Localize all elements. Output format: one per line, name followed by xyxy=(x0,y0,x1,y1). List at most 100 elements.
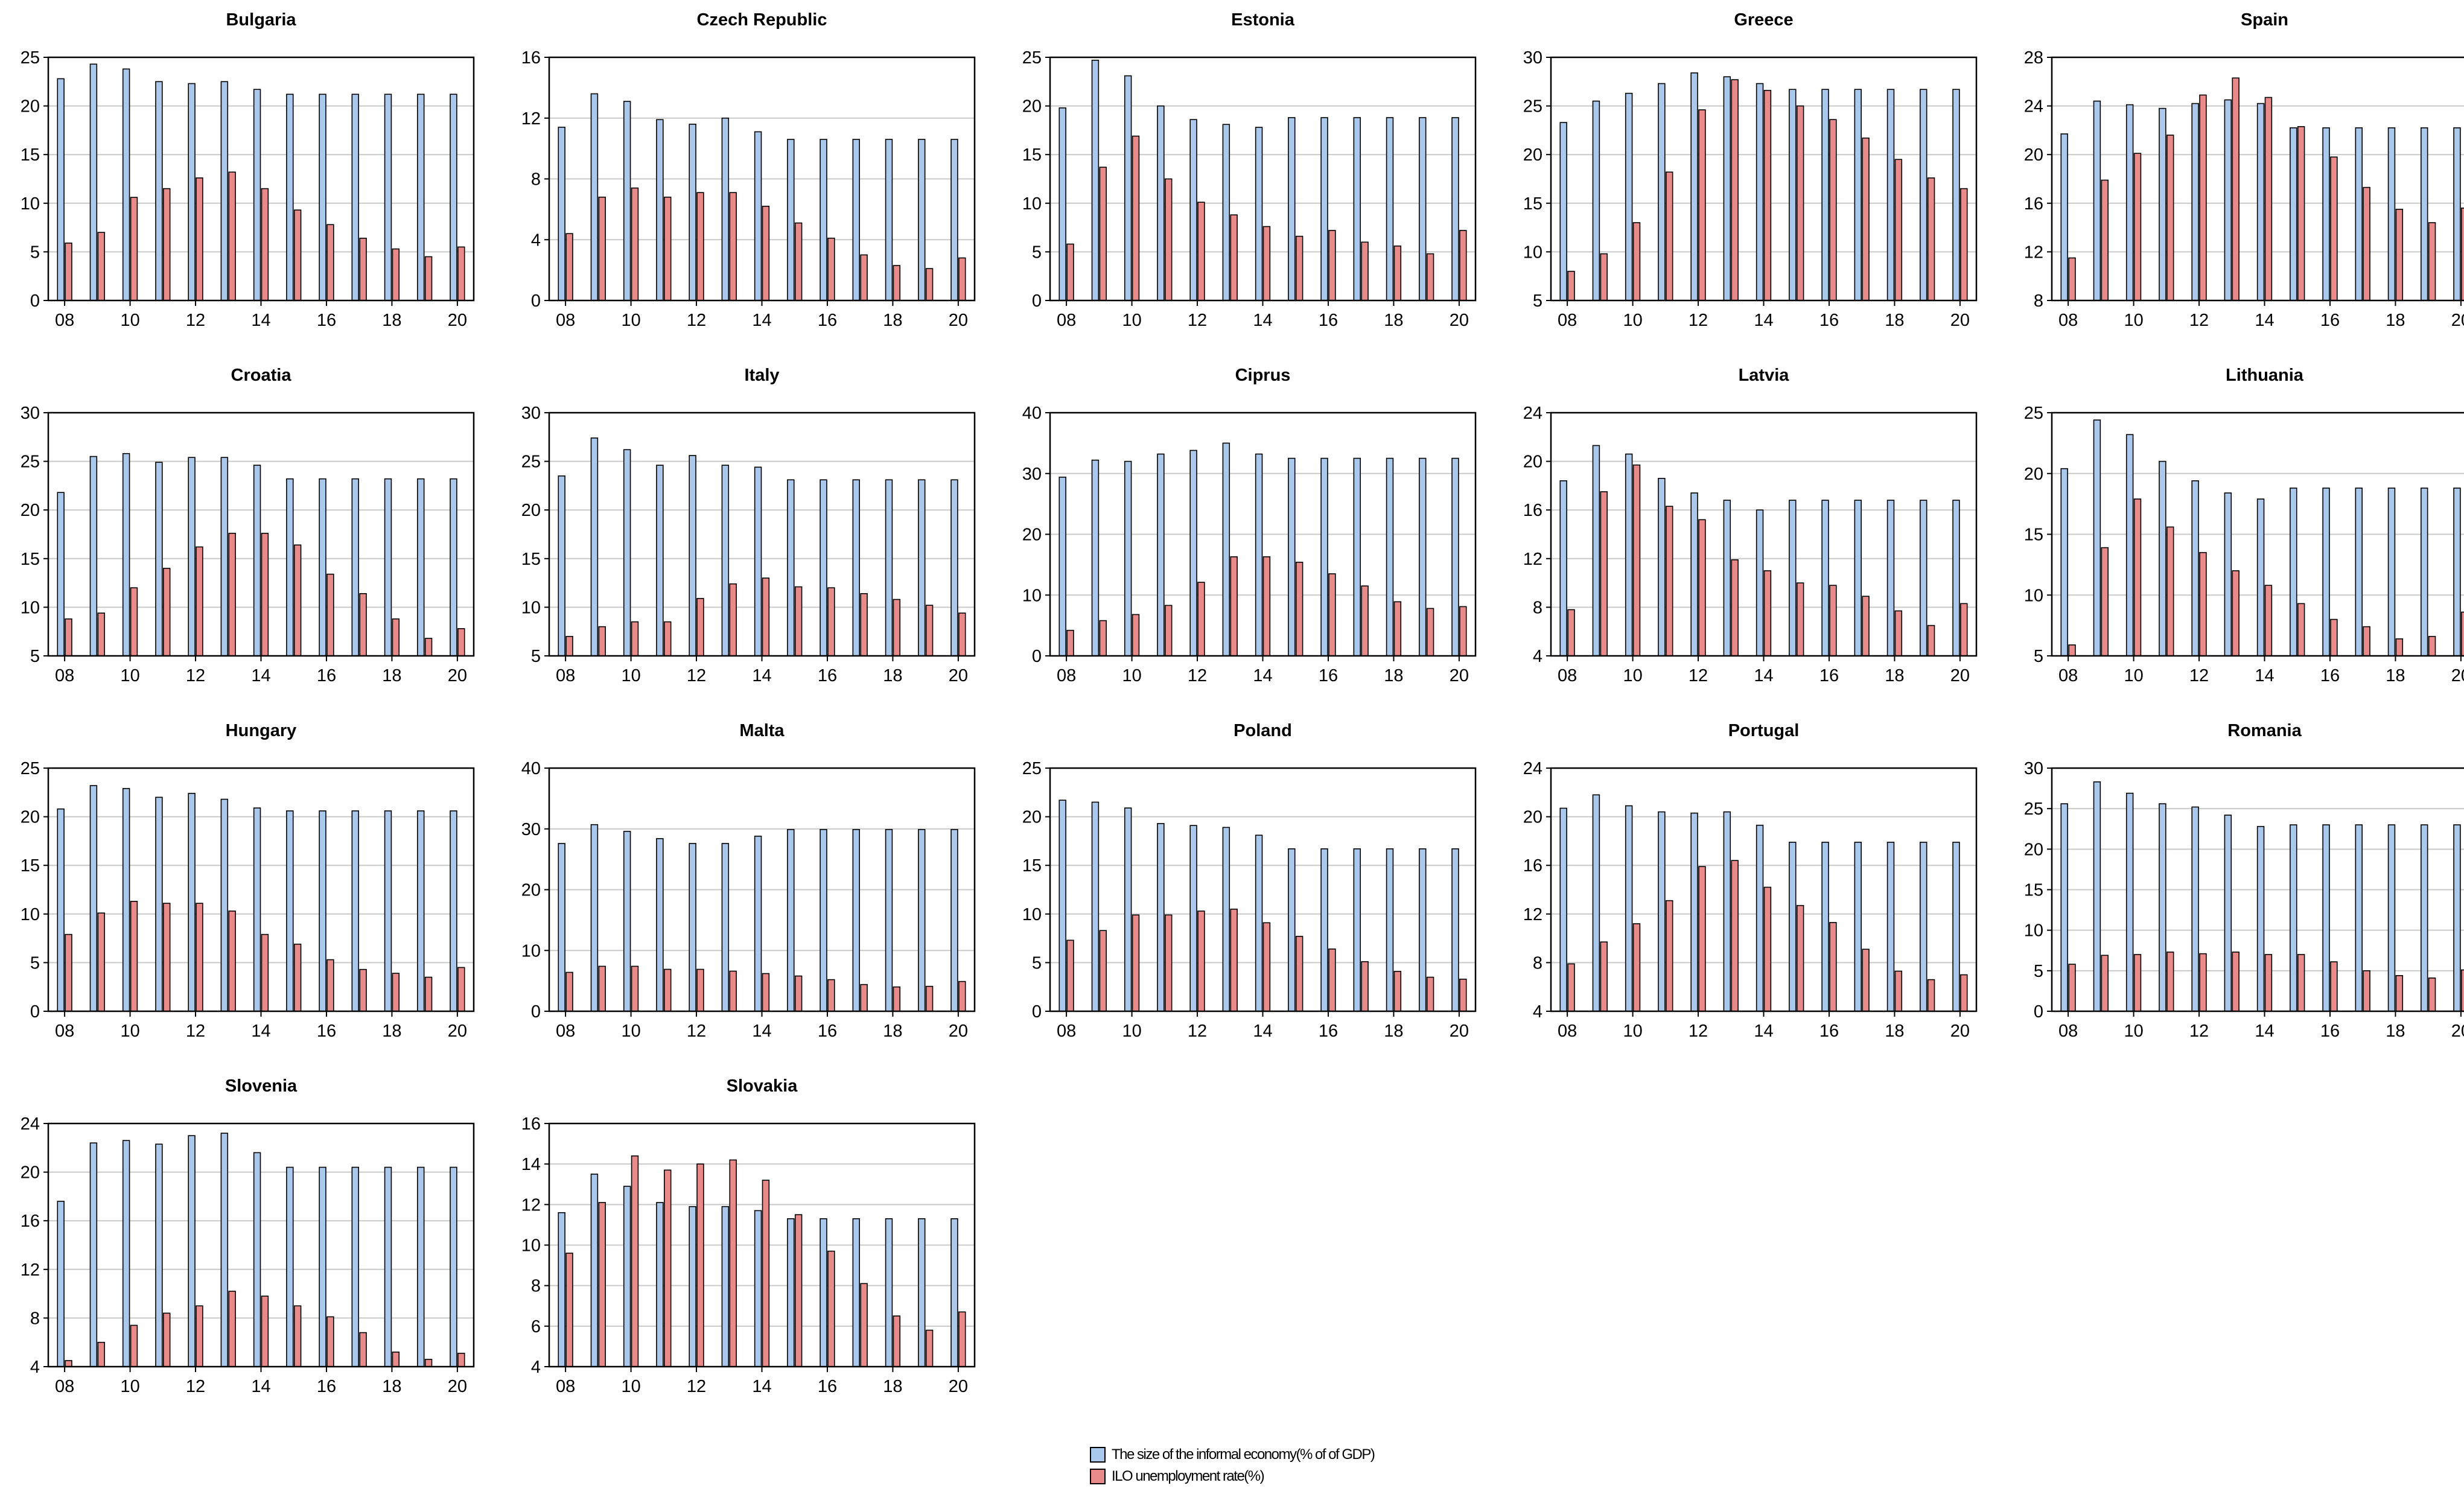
chart-panel-slovakia: Slovakia 4 6 8 10 12 14 16 08 10 12 14 16 18 20 xyxy=(501,1066,993,1422)
bar-informal-19 xyxy=(2421,488,2428,656)
bar-informal-12 xyxy=(1690,492,1698,656)
bar-informal-16 xyxy=(2322,488,2330,656)
x-tick-label: 16 xyxy=(2320,1022,2340,1041)
bar-informal-13 xyxy=(721,465,730,656)
bar-informal-19 xyxy=(2421,824,2428,1012)
x-tick-label: 16 xyxy=(1319,311,1338,330)
x-tick-label: 10 xyxy=(1122,311,1141,330)
bar-informal-11 xyxy=(155,81,163,301)
bar-informal-15 xyxy=(2290,127,2297,301)
x-tick-label: 14 xyxy=(1754,666,1773,685)
bar-unemployment-20 xyxy=(1459,979,1467,1012)
y-tick-label: 20 xyxy=(521,881,541,900)
bar-unemployment-16 xyxy=(827,237,835,301)
bar-informal-09 xyxy=(2093,419,2101,656)
bar-unemployment-09 xyxy=(97,232,105,301)
bar-unemployment-11 xyxy=(664,968,672,1012)
bar-informal-11 xyxy=(1658,83,1666,301)
bar-informal-13 xyxy=(2224,492,2232,656)
y-tick-label: 25 xyxy=(21,453,40,472)
bar-informal-12 xyxy=(2191,480,2199,656)
bar-unemployment-14 xyxy=(2264,97,2273,301)
x-tick-label: 14 xyxy=(251,311,270,330)
y-tick-label: 10 xyxy=(521,1236,541,1256)
bar-unemployment-13 xyxy=(2232,952,2240,1012)
x-tick-label: 18 xyxy=(883,1377,902,1396)
bar-unemployment-13 xyxy=(1230,908,1238,1012)
bar-unemployment-12 xyxy=(2199,94,2207,301)
y-tick-label: 30 xyxy=(1022,465,1042,484)
y-tick-label: 20 xyxy=(21,501,40,520)
bar-informal-12 xyxy=(1189,119,1197,301)
x-tick-label: 10 xyxy=(2124,1022,2143,1041)
bar-informal-10 xyxy=(122,788,130,1012)
bar-informal-20 xyxy=(1952,842,1960,1012)
y-tick-label: 12 xyxy=(1523,550,1542,569)
bar-informal-17 xyxy=(2355,127,2363,301)
bar-unemployment-11 xyxy=(1165,914,1173,1012)
legend-item-informal: The size of the informal economy(% of of… xyxy=(1090,1444,1375,1466)
y-tick-label: 4 xyxy=(1533,1002,1542,1022)
bar-unemployment-10 xyxy=(1132,914,1140,1012)
y-tick-label: 16 xyxy=(2024,194,2043,214)
bar-unemployment-09 xyxy=(97,612,105,656)
bar-informal-09 xyxy=(590,437,599,656)
bar-unemployment-20 xyxy=(1960,188,1968,301)
x-tick-label: 10 xyxy=(120,1022,139,1041)
bar-unemployment-11 xyxy=(1165,605,1173,656)
x-tick-label: 16 xyxy=(1819,311,1839,330)
bar-informal-16 xyxy=(319,94,326,301)
bar-informal-18 xyxy=(384,94,392,301)
bar-unemployment-19 xyxy=(1426,976,1434,1012)
bar-unemployment-14 xyxy=(762,1180,770,1367)
bar-unemployment-13 xyxy=(729,1159,737,1367)
x-tick-label: 20 xyxy=(1450,666,1469,685)
bar-unemployment-11 xyxy=(664,621,672,656)
y-tick-label: 5 xyxy=(30,647,40,666)
x-tick-label: 08 xyxy=(2058,666,2078,685)
bar-informal-14 xyxy=(1756,83,1764,301)
bar-informal-20 xyxy=(950,1218,958,1367)
x-tick-label: 14 xyxy=(2255,311,2274,330)
x-tick-label: 12 xyxy=(186,1377,205,1396)
y-tick-label: 20 xyxy=(1523,145,1542,165)
bar-informal-14 xyxy=(253,89,261,301)
bar-unemployment-13 xyxy=(729,970,737,1012)
x-tick-label: 14 xyxy=(2255,1022,2274,1041)
chart-panel-latvia: Latvia 4 8 12 16 20 24 08 10 12 14 16 18 20 xyxy=(1503,355,1995,711)
bar-unemployment-16 xyxy=(1829,119,1837,301)
y-tick-label: 8 xyxy=(1533,598,1542,617)
bar-unemployment-16 xyxy=(326,573,334,656)
bar-informal-10 xyxy=(1124,807,1132,1012)
bar-unemployment-15 xyxy=(794,586,803,656)
x-tick-label: 08 xyxy=(2058,311,2078,330)
bar-informal-10 xyxy=(1625,453,1633,656)
bar-unemployment-08 xyxy=(1066,629,1074,656)
y-tick-label: 12 xyxy=(2024,243,2043,262)
bar-unemployment-16 xyxy=(326,224,334,301)
bar-informal-17 xyxy=(1854,500,1862,656)
bar-informal-15 xyxy=(1288,457,1296,656)
x-tick-label: 16 xyxy=(2320,311,2340,330)
y-tick-label: 20 xyxy=(521,501,541,520)
bar-unemployment-09 xyxy=(598,626,606,656)
chart-panel-malta: Malta 0 10 20 30 40 08 10 12 14 16 18 20 xyxy=(501,711,993,1066)
x-tick-label: 12 xyxy=(687,1377,706,1396)
bar-informal-19 xyxy=(1419,848,1427,1012)
bar-unemployment-10 xyxy=(2133,954,2142,1012)
bar-unemployment-19 xyxy=(925,605,934,656)
x-tick-label: 12 xyxy=(1689,1022,1708,1041)
bar-informal-09 xyxy=(89,456,98,656)
bar-unemployment-09 xyxy=(1600,491,1608,656)
y-tick-label: 15 xyxy=(21,145,40,165)
y-tick-label: 0 xyxy=(531,291,541,311)
x-tick-label: 10 xyxy=(120,1377,139,1396)
bar-unemployment-13 xyxy=(1230,214,1238,301)
bar-informal-14 xyxy=(1255,453,1263,656)
bar-informal-16 xyxy=(1821,842,1829,1012)
chart-panel-spain: Spain 8 12 16 20 24 28 08 10 12 14 16 18 20 xyxy=(2004,0,2464,355)
bar-informal-11 xyxy=(1157,453,1165,656)
bar-unemployment-20 xyxy=(457,246,465,301)
bar-informal-14 xyxy=(253,1152,261,1367)
bar-unemployment-10 xyxy=(2133,153,2142,301)
